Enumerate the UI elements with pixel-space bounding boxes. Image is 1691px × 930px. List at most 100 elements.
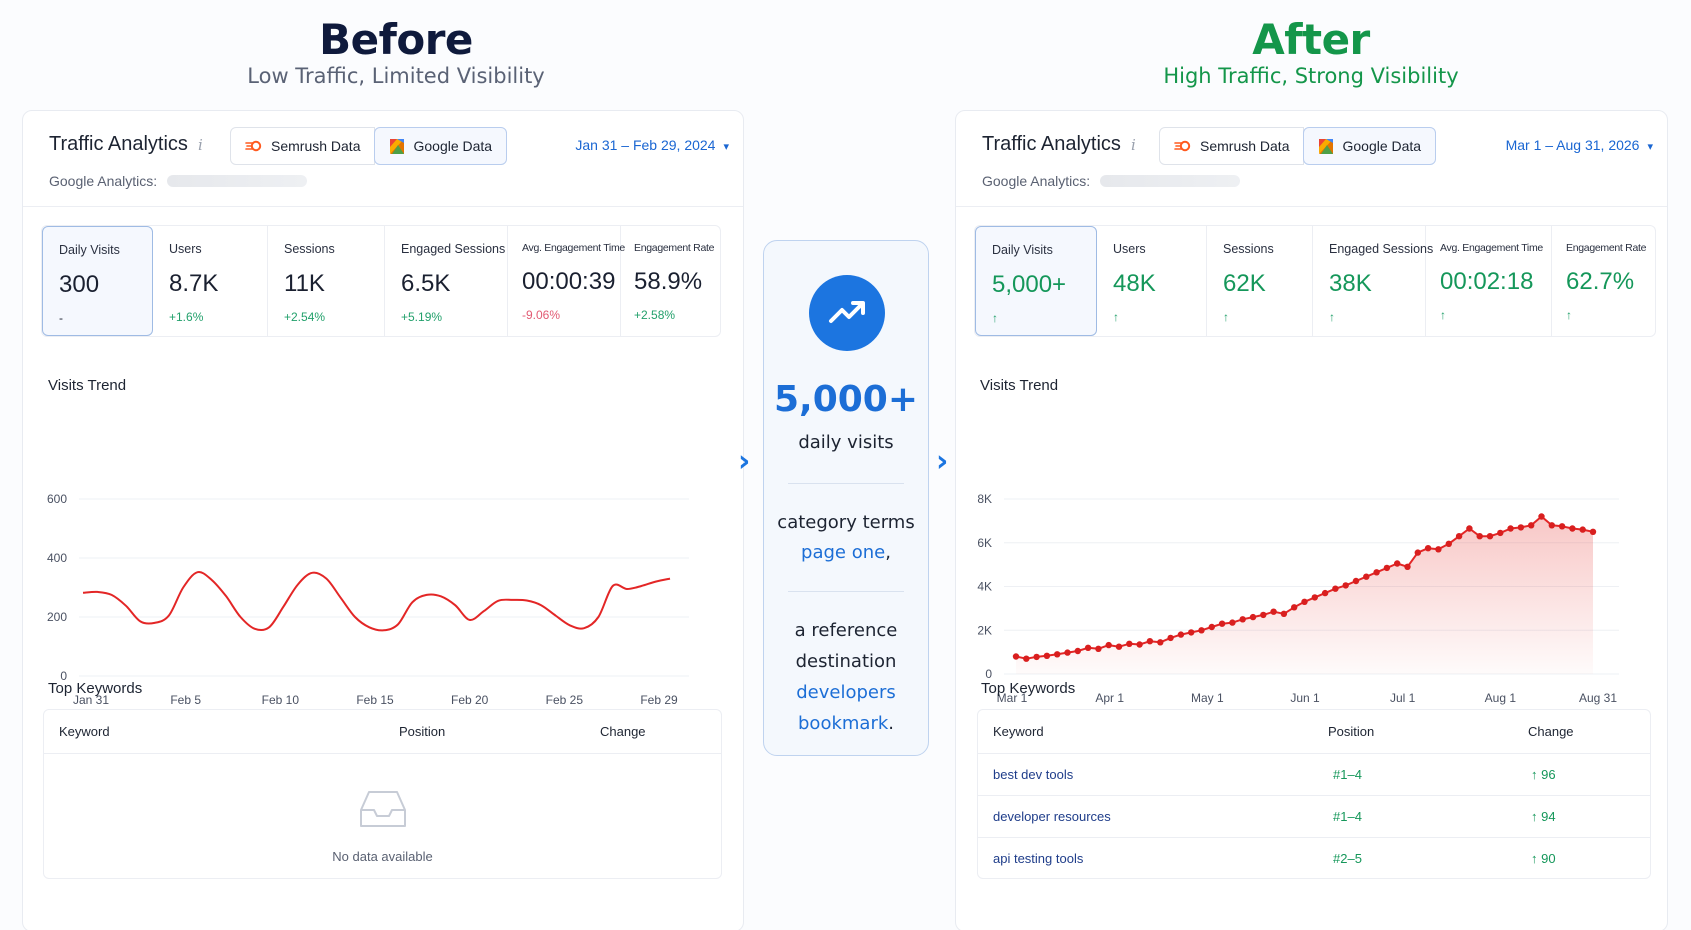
metric-value: 62.7% (1566, 268, 1635, 295)
data-point (1363, 573, 1370, 580)
google-analytics-icon (1319, 139, 1334, 154)
metric-engaged-sessions[interactable]: Engaged Sessions 38K ↑ (1313, 226, 1434, 336)
google-data-button[interactable]: Google Data (374, 127, 508, 165)
metric-daily-visits[interactable]: Daily Visits 300 - (42, 226, 153, 336)
position-cell: #1–4 (1333, 767, 1362, 782)
keyword-cell[interactable]: developer resources (993, 809, 1111, 824)
metric-change: +5.19% (401, 310, 443, 324)
metric-change: ↑ (1223, 310, 1229, 324)
table-row[interactable]: api testing tools #2–5 ↑ 90 (978, 838, 1650, 880)
chevron-down-icon: ▾ (1647, 141, 1653, 153)
series-area (1016, 516, 1593, 674)
column-header-change[interactable]: Change (600, 724, 646, 739)
divider (788, 483, 904, 484)
text-line: page one, (764, 538, 928, 568)
metric-change: ↑ (1440, 308, 1446, 322)
highlight-card: 5,000+ daily visits category terms page … (763, 240, 929, 756)
google-data-button[interactable]: Google Data (1303, 127, 1437, 165)
metric-change: +2.54% (284, 310, 326, 324)
data-point (1218, 620, 1226, 627)
data-point (1249, 613, 1257, 621)
data-point (1291, 604, 1298, 611)
column-header-position[interactable]: Position (399, 724, 446, 739)
before-heading: Before Low Traffic, Limited Visibility (22, 14, 770, 90)
data-point (1548, 522, 1555, 529)
info-icon[interactable]: i (1130, 136, 1136, 154)
visits-trend-title: Visits Trend (48, 377, 127, 394)
x-tick-label: Jul 1 (1390, 691, 1416, 705)
keywords-table-header: Keyword Position Change (44, 710, 721, 754)
column-header-keyword[interactable]: Keyword (993, 724, 1044, 739)
date-range-label: Jan 31 – Feb 29, 2024 (575, 137, 716, 153)
metric-label: Avg. Engagement Time (1440, 242, 1543, 254)
metric-avg-engagement-time[interactable]: Avg. Engagement Time 00:00:39 -9.06% (508, 226, 625, 336)
data-point (1517, 524, 1525, 531)
data-point (1229, 619, 1236, 626)
table-row[interactable]: best dev tools #1–4 ↑ 96 (978, 754, 1650, 796)
data-point (1043, 652, 1051, 659)
punctuation: , (885, 542, 891, 563)
metric-change: ↑ (1329, 310, 1335, 324)
metric-engagement-rate[interactable]: Engagement Rate 62.7% ↑ (1552, 226, 1655, 336)
semrush-data-label: Semrush Data (1200, 138, 1290, 154)
table-row[interactable]: developer resources #1–4 ↑ 94 (978, 796, 1650, 838)
metric-sessions[interactable]: Sessions 11K +2.54% (268, 226, 385, 336)
data-point (1414, 549, 1421, 556)
metric-engagement-rate[interactable]: Engagement Rate 58.9% +2.58% (621, 226, 720, 336)
divider (788, 591, 904, 592)
data-point (1136, 641, 1143, 648)
metric-users[interactable]: Users 48K ↑ (1097, 226, 1207, 336)
metric-change: ↑ (1113, 310, 1119, 324)
data-point (1373, 569, 1380, 576)
metric-label: Daily Visits (992, 243, 1053, 257)
highlight-number: 5,000+ (773, 379, 919, 420)
date-range-label: Mar 1 – Aug 31, 2026 (1505, 137, 1640, 153)
google-data-label: Google Data (1342, 138, 1422, 154)
column-header-keyword[interactable]: Keyword (59, 724, 110, 739)
data-point (1260, 611, 1267, 619)
metric-label: Users (169, 242, 202, 256)
x-tick-label: Feb 29 (640, 693, 678, 707)
data-point (1208, 623, 1215, 631)
metric-label: Engaged Sessions (401, 242, 506, 256)
google-analytics-label: Google Analytics: (982, 173, 1091, 189)
semrush-data-button[interactable]: Semrush Data (230, 127, 376, 165)
metric-value: 00:02:18 (1440, 268, 1534, 295)
text-line: category terms (777, 512, 915, 533)
semrush-data-button[interactable]: Semrush Data (1159, 127, 1305, 165)
metric-sessions[interactable]: Sessions 62K ↑ (1207, 226, 1313, 336)
before-title: Before (319, 15, 473, 64)
metrics-row: Daily Visits 300 - Users 8.7K +1.6% Sess… (41, 225, 721, 337)
date-range-picker[interactable]: Jan 31 – Feb 29, 2024 ▾ (575, 137, 729, 153)
data-point (1167, 634, 1174, 642)
data-source-toggle: Semrush Data Google Data (230, 127, 508, 165)
metric-label: Sessions (1223, 242, 1274, 256)
x-tick-label: Jan 31 (73, 693, 109, 707)
metric-avg-engagement-time[interactable]: Avg. Engagement Time 00:02:18 ↑ (1426, 226, 1552, 336)
data-point (1115, 643, 1123, 650)
keyword-cell[interactable]: best dev tools (993, 767, 1074, 782)
data-point (1466, 525, 1473, 532)
y-tick-label: 0 (985, 667, 992, 681)
highlight-phrase: page one (801, 542, 886, 563)
metric-label: Engaged Sessions (1329, 242, 1434, 256)
redacted-account (167, 175, 308, 187)
metric-value: 11K (284, 270, 325, 297)
data-point (1146, 638, 1154, 645)
data-point (1486, 533, 1494, 540)
redacted-account (1100, 175, 1241, 187)
keyword-cell[interactable]: api testing tools (993, 851, 1084, 866)
metric-value: 8.7K (169, 270, 219, 297)
column-header-position[interactable]: Position (1328, 724, 1375, 739)
info-icon[interactable]: i (197, 136, 203, 154)
data-point (1538, 513, 1545, 520)
date-range-picker[interactable]: Mar 1 – Aug 31, 2026 ▾ (1506, 137, 1653, 153)
data-point (1280, 610, 1288, 617)
metric-change: ↑ (1566, 308, 1572, 322)
metric-engaged-sessions[interactable]: Engaged Sessions 6.5K +5.19% (385, 226, 508, 336)
metric-daily-visits[interactable]: Daily Visits 5,000+ ↑ (975, 226, 1097, 336)
metric-label: Daily Visits (59, 243, 120, 257)
column-header-change[interactable]: Change (1528, 724, 1574, 739)
metric-users[interactable]: Users 8.7K +1.6% (153, 226, 268, 336)
data-point (1239, 616, 1246, 623)
